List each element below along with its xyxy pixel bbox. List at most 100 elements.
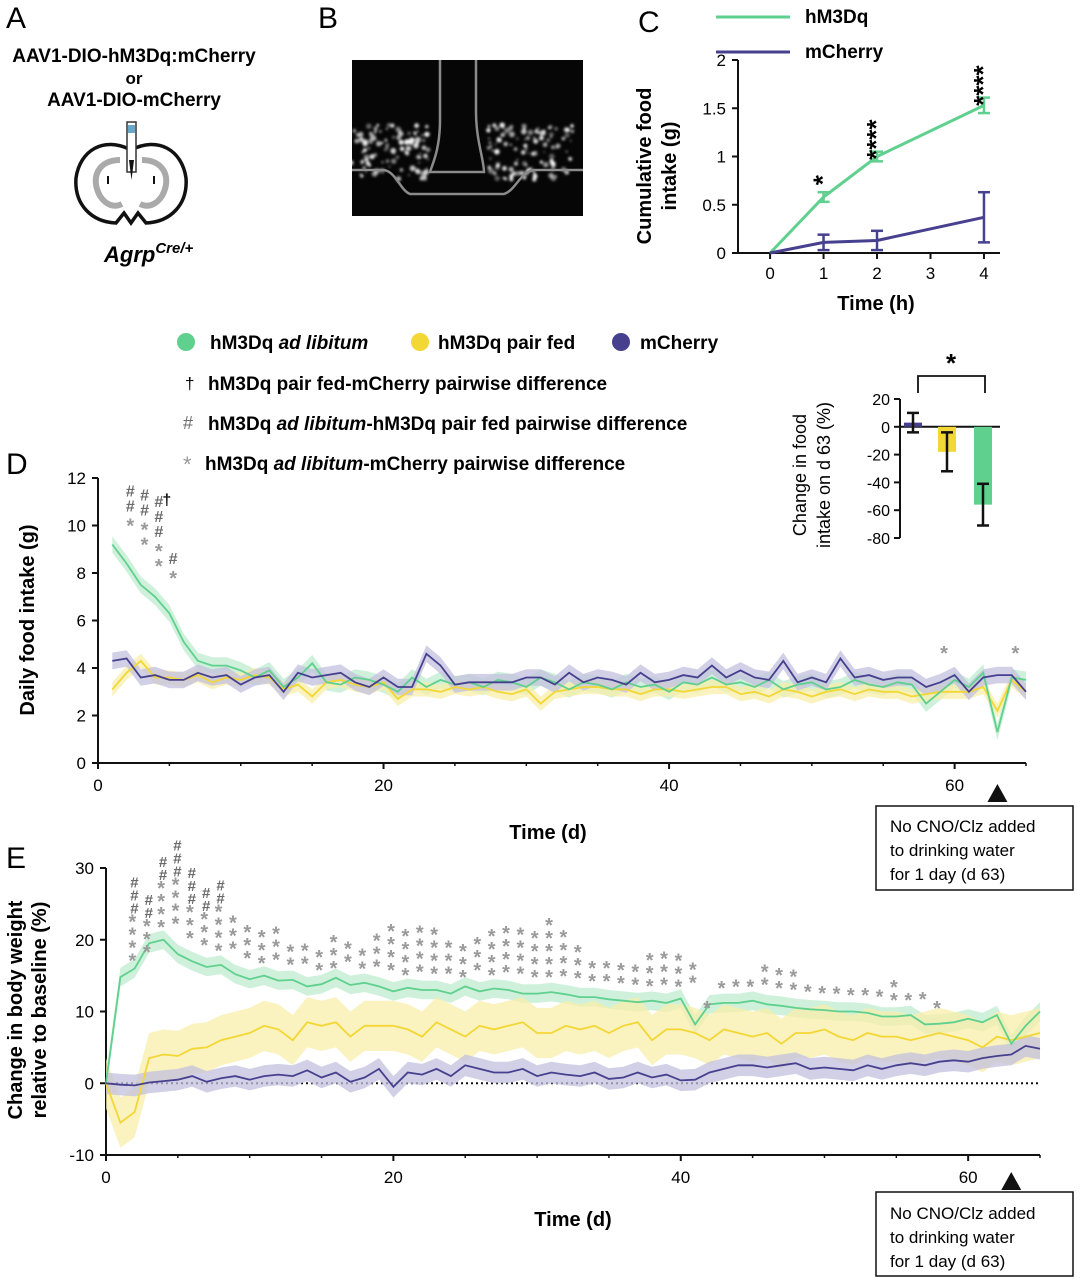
histology-speckle xyxy=(408,137,415,144)
chartD-xtick-label: 60 xyxy=(945,776,964,795)
histology-speckle xyxy=(399,146,405,152)
histology-speckle xyxy=(369,134,376,141)
e-sig-star: * xyxy=(502,962,510,984)
e-sig-star: * xyxy=(430,925,438,947)
e-sig-star: * xyxy=(876,987,884,1009)
legend-hash-text: hM3Dq ad libitum-hM3Dq pair fed pairwise… xyxy=(208,414,687,435)
d-sig-star: * xyxy=(126,516,134,538)
histology-speckle xyxy=(516,158,519,161)
inset-bar-chart: 20 0 -20 -40 -60 -80 * xyxy=(867,348,1000,548)
histology-speckle xyxy=(342,127,348,133)
e-sig-star: * xyxy=(545,954,553,976)
annotation-e-line1: No CNO/Clz added xyxy=(890,1204,1036,1223)
histology-speckle xyxy=(398,129,402,133)
e-sig-star: * xyxy=(157,917,165,939)
chartD-line-adlib xyxy=(111,543,1027,733)
e-sig-star: * xyxy=(703,998,711,1020)
e-sig-star: * xyxy=(675,977,683,999)
histology-speckle xyxy=(414,123,419,129)
histology-speckle xyxy=(381,161,384,164)
chartD-xtick-label: 20 xyxy=(374,776,393,795)
chartE-band-pairfed xyxy=(106,997,1040,1148)
histology-speckle xyxy=(494,165,500,170)
histology-speckle xyxy=(390,147,397,154)
histology-speckle xyxy=(407,131,411,136)
d-sig-star: * xyxy=(155,541,163,563)
e-sig-star: * xyxy=(631,974,639,996)
histology-speckle xyxy=(521,150,526,155)
e-sig-star: * xyxy=(560,966,568,988)
e-sig-star: * xyxy=(229,926,237,948)
e-sig-star: * xyxy=(401,952,409,974)
histology-speckle xyxy=(423,177,427,181)
e-sig-star: * xyxy=(459,967,467,989)
histology-speckle xyxy=(569,139,572,142)
histology-speckle xyxy=(508,131,515,138)
e-sig-star: * xyxy=(445,951,453,973)
panel-e-xlabel: Time (d) xyxy=(534,1209,611,1231)
e-sig-star: * xyxy=(401,939,409,961)
histology-speckle xyxy=(516,137,519,140)
histology-speckle xyxy=(423,153,428,159)
e-sig-star: * xyxy=(387,960,395,982)
d-sig-hash: # xyxy=(126,484,135,501)
histology-speckle xyxy=(369,154,375,160)
histology-speckle xyxy=(346,165,349,168)
e-sig-star: * xyxy=(157,904,165,926)
histology-speckle xyxy=(373,126,378,131)
panel-c-xlabel: Time (h) xyxy=(837,293,914,315)
histology-speckle xyxy=(365,170,367,173)
histology-speckle xyxy=(357,134,360,137)
e-sig-hash: # xyxy=(202,898,211,915)
e-sig-star: * xyxy=(502,949,510,971)
histology-speckle xyxy=(414,136,421,143)
histology-speckle xyxy=(398,139,404,145)
e-sig-star: * xyxy=(646,976,654,998)
histology-speckle xyxy=(426,158,429,161)
histology-speckle xyxy=(361,150,365,154)
e-sig-star: * xyxy=(732,977,740,999)
histology-speckle xyxy=(425,167,428,170)
e-sig-star: * xyxy=(531,967,539,989)
chartD-xtick-label: 40 xyxy=(660,776,679,795)
histology-speckle xyxy=(488,137,491,140)
histology-speckle xyxy=(376,123,380,127)
histology-speckle xyxy=(532,173,538,179)
e-sig-star: * xyxy=(215,928,223,950)
legend-star-symbol: * xyxy=(183,452,192,477)
histology-speckle xyxy=(548,124,553,130)
histology-speckle xyxy=(524,145,526,148)
panel-c-ylabel-2: intake (g) xyxy=(659,122,681,211)
e-sig-star: * xyxy=(387,921,395,943)
histology-speckle xyxy=(360,174,364,178)
e-sig-star: * xyxy=(847,985,855,1007)
histology-speckle xyxy=(487,125,491,128)
histology-speckle xyxy=(561,136,566,141)
inset-bracket xyxy=(917,375,986,393)
e-sig-star: * xyxy=(243,935,251,957)
histology-speckle xyxy=(486,128,491,133)
e-sig-star: * xyxy=(746,977,754,999)
histology-speckle xyxy=(379,130,382,133)
histology-speckle xyxy=(345,133,349,138)
e-sig-star: * xyxy=(660,961,668,983)
legend-mcherry: mCherry xyxy=(640,333,719,354)
inset-ytick-label: 20 xyxy=(872,392,890,409)
histology-speckle xyxy=(499,122,505,128)
histology-speckle xyxy=(388,165,391,168)
histology-speckle xyxy=(360,159,365,164)
e-sig-star: * xyxy=(430,951,438,973)
e-sig-star: * xyxy=(603,971,611,993)
histology-speckle xyxy=(504,127,510,134)
e-sig-hash: # xyxy=(145,892,154,909)
chartD-ytick-label: 12 xyxy=(67,469,86,488)
histology-speckle xyxy=(509,143,512,146)
e-sig-star: * xyxy=(761,961,769,983)
e-sig-star: * xyxy=(588,971,596,993)
inset-ylabel-1: Change in food xyxy=(790,414,810,536)
e-sig-star: * xyxy=(373,943,381,965)
c-ytick-label: 0 xyxy=(717,244,726,263)
e-sig-star: * xyxy=(617,960,625,982)
e-sig-star: * xyxy=(416,935,424,957)
e-sig-star: * xyxy=(833,984,841,1006)
